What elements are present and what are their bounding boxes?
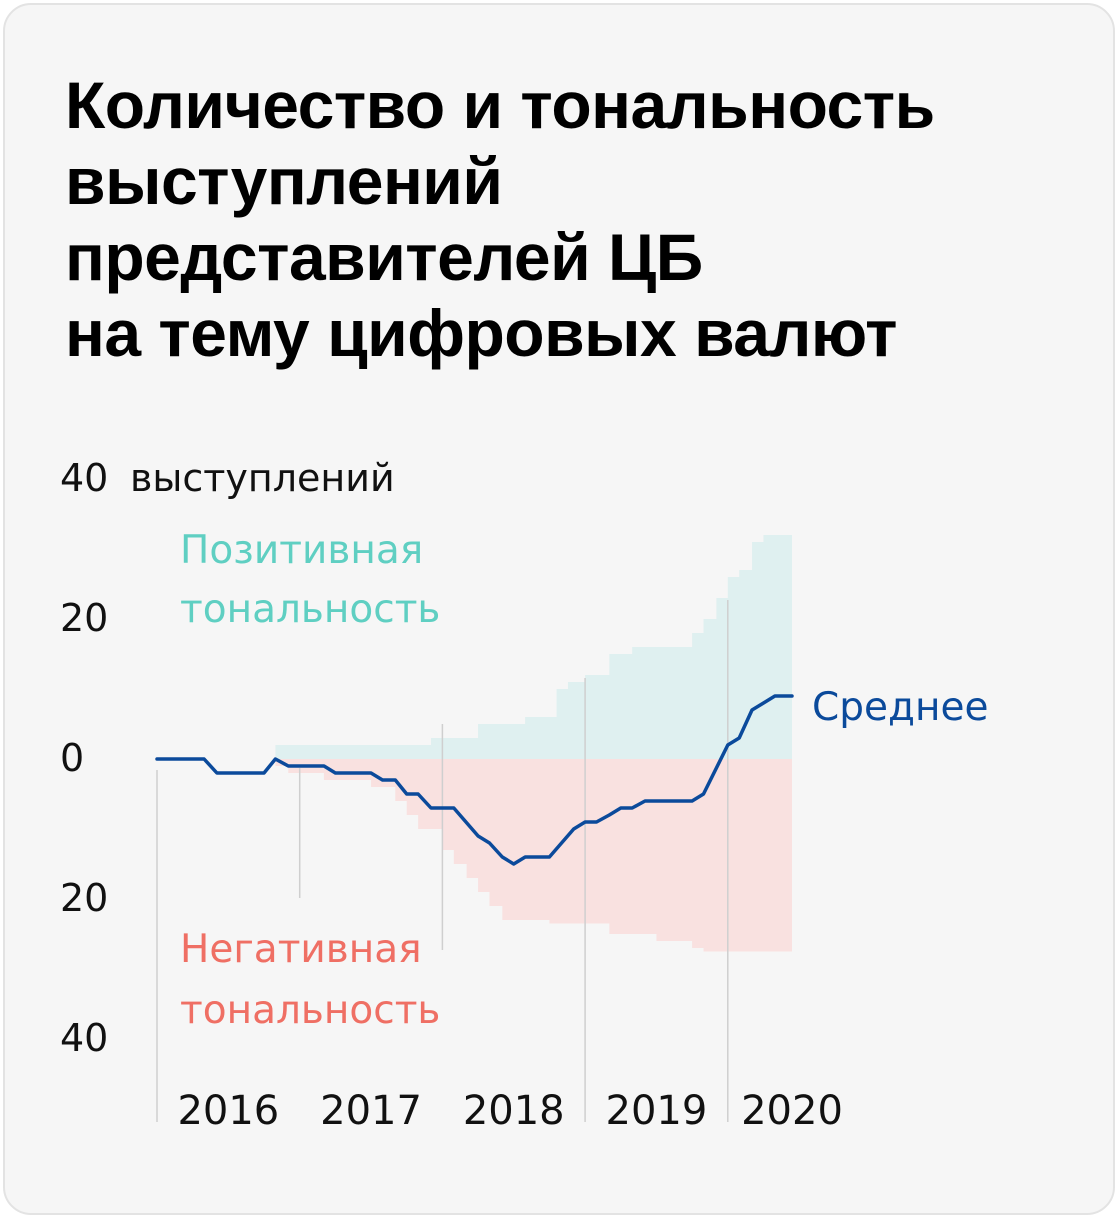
positive-label: Позитивная (180, 528, 423, 573)
chart-title: Количество и тональность выступлений пре… (65, 67, 1045, 371)
mean-line-group (155, 694, 794, 866)
negative-label: тональность (180, 988, 440, 1033)
title-line: представителей ЦБ (65, 220, 703, 294)
x-tick-label: 2016 (177, 1088, 279, 1134)
chart-labels: 40 20 0 20 40 выступлений 2016 2017 2018 2019 2020… (60, 456, 988, 1134)
positive-area (157, 535, 792, 759)
year-gridlines (156, 600, 729, 1122)
title-line: на тему цифровых валют (65, 296, 897, 370)
chart-card: Количество и тональность выступлений пре… (3, 3, 1115, 1215)
mean-line (155, 694, 794, 866)
x-tick-label: 2018 (463, 1088, 565, 1134)
y-tick-label: 20 (60, 876, 108, 920)
x-tick-label: 2020 (741, 1088, 843, 1134)
y-tick-label: 20 (60, 596, 108, 640)
mean-label: Среднее (812, 685, 988, 730)
y-tick-label: 40 (60, 1016, 108, 1060)
negative-area (157, 759, 792, 952)
title-line: Количество и тональность (65, 68, 935, 142)
y-tick-label: 0 (60, 736, 84, 780)
x-tick-label: 2019 (606, 1088, 708, 1134)
y-unit-label: выступлений (130, 456, 395, 500)
x-tick-label: 2017 (320, 1088, 422, 1134)
positive-label: тональность (180, 587, 440, 632)
negative-label: Негативная (180, 927, 422, 972)
title-line: выступлений (65, 144, 503, 218)
y-tick-label: 40 (60, 456, 108, 500)
